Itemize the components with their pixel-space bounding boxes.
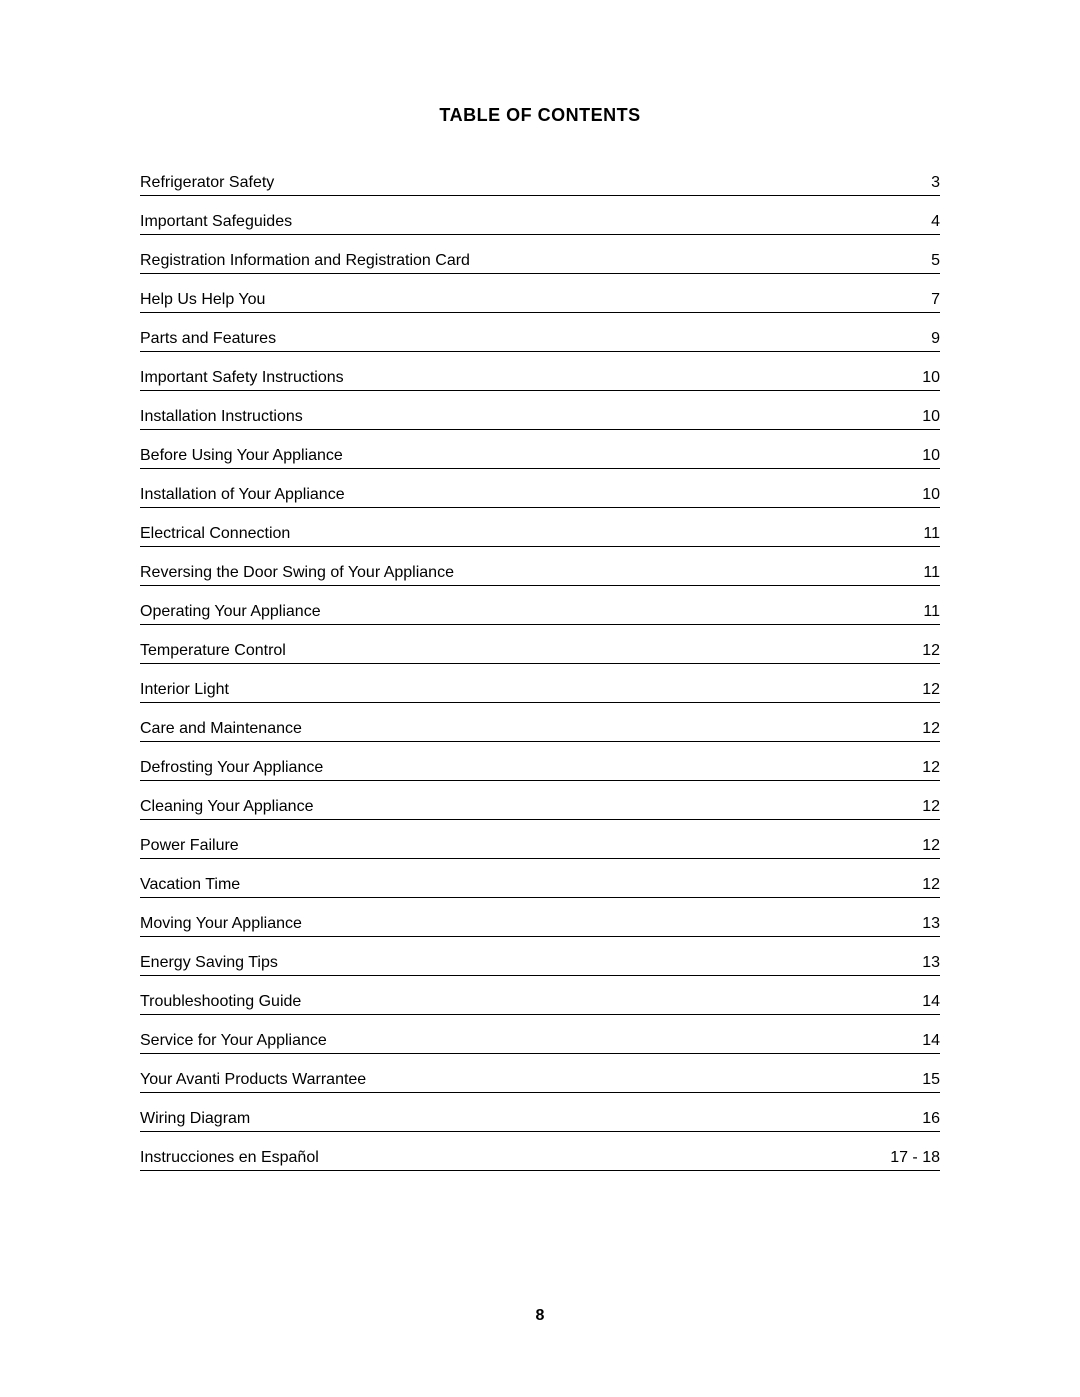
toc-entry-page: 3 [880, 174, 940, 192]
toc-row: Instrucciones en Español17 - 18 [140, 1149, 940, 1171]
toc-row: Refrigerator Safety3 [140, 174, 940, 196]
toc-entry-page: 11 [880, 603, 940, 621]
toc-entry-title: Instrucciones en Español [140, 1149, 870, 1167]
toc-row: Cleaning Your Appliance12 [140, 798, 940, 820]
toc-row: Parts and Features9 [140, 330, 940, 352]
toc-row: Energy Saving Tips13 [140, 954, 940, 976]
toc-entry-title: Care and Maintenance [140, 720, 880, 738]
toc-row: Electrical Connection11 [140, 525, 940, 547]
table-of-contents: Refrigerator Safety3 Important Safeguides… [140, 174, 940, 1171]
page-title: TABLE OF CONTENTS [140, 105, 940, 126]
toc-row: Temperature Control12 [140, 642, 940, 664]
toc-entry-page: 14 [880, 993, 940, 1011]
toc-row: Service for Your Appliance14 [140, 1032, 940, 1054]
toc-entry-page: 12 [880, 759, 940, 777]
toc-entry-title: Help Us Help You [140, 291, 880, 309]
toc-entry-title: Troubleshooting Guide [140, 993, 880, 1011]
toc-entry-title: Refrigerator Safety [140, 174, 880, 192]
toc-entry-page: 12 [880, 720, 940, 738]
toc-entry-page: 10 [880, 486, 940, 504]
toc-entry-page: 14 [880, 1032, 940, 1050]
toc-entry-page: 12 [880, 837, 940, 855]
toc-row: Moving Your Appliance13 [140, 915, 940, 937]
toc-entry-title: Parts and Features [140, 330, 880, 348]
toc-row: Vacation Time12 [140, 876, 940, 898]
toc-entry-title: Vacation Time [140, 876, 880, 894]
toc-entry-title: Registration Information and Registratio… [140, 252, 880, 270]
toc-entry-title: Power Failure [140, 837, 880, 855]
toc-entry-page: 12 [880, 642, 940, 660]
toc-entry-page: 13 [880, 915, 940, 933]
page-number: 8 [0, 1307, 1080, 1325]
toc-entry-title: Defrosting Your Appliance [140, 759, 880, 777]
toc-row: Installation Instructions10 [140, 408, 940, 430]
toc-entry-page: 11 [880, 525, 940, 543]
toc-entry-title: Energy Saving Tips [140, 954, 880, 972]
toc-entry-page: 13 [880, 954, 940, 972]
toc-row: Important Safeguides4 [140, 213, 940, 235]
toc-entry-page: 11 [880, 564, 940, 582]
toc-row: Care and Maintenance12 [140, 720, 940, 742]
toc-entry-title: Your Avanti Products Warrantee [140, 1071, 880, 1089]
toc-row: Before Using Your Appliance10 [140, 447, 940, 469]
toc-entry-page: 7 [880, 291, 940, 309]
toc-entry-title: Installation of Your Appliance [140, 486, 880, 504]
toc-row: Help Us Help You7 [140, 291, 940, 313]
toc-entry-page: 5 [880, 252, 940, 270]
toc-entry-page: 4 [880, 213, 940, 231]
toc-entry-title: Electrical Connection [140, 525, 880, 543]
toc-row: Your Avanti Products Warrantee15 [140, 1071, 940, 1093]
toc-entry-page: 10 [880, 408, 940, 426]
toc-entry-page: 12 [880, 798, 940, 816]
toc-row: Interior Light12 [140, 681, 940, 703]
toc-entry-title: Moving Your Appliance [140, 915, 880, 933]
toc-row: Troubleshooting Guide14 [140, 993, 940, 1015]
toc-entry-title: Temperature Control [140, 642, 880, 660]
toc-entry-title: Reversing the Door Swing of Your Applian… [140, 564, 880, 582]
toc-entry-title: Interior Light [140, 681, 880, 699]
toc-entry-title: Service for Your Appliance [140, 1032, 880, 1050]
toc-row: Operating Your Appliance11 [140, 603, 940, 625]
toc-row: Registration Information and Registratio… [140, 252, 940, 274]
toc-entry-page: 17 - 18 [870, 1149, 940, 1167]
toc-entry-page: 10 [880, 369, 940, 387]
toc-entry-page: 15 [880, 1071, 940, 1089]
toc-entry-page: 12 [880, 681, 940, 699]
toc-entry-title: Important Safeguides [140, 213, 880, 231]
toc-entry-page: 12 [880, 876, 940, 894]
document-page: TABLE OF CONTENTS Refrigerator Safety3 Im… [0, 0, 1080, 1171]
toc-row: Installation of Your Appliance10 [140, 486, 940, 508]
toc-row: Defrosting Your Appliance12 [140, 759, 940, 781]
toc-entry-title: Important Safety Instructions [140, 369, 880, 387]
toc-row: Power Failure12 [140, 837, 940, 859]
toc-entry-title: Installation Instructions [140, 408, 880, 426]
toc-entry-title: Cleaning Your Appliance [140, 798, 880, 816]
toc-row: Important Safety Instructions10 [140, 369, 940, 391]
toc-entry-page: 10 [880, 447, 940, 465]
toc-entry-title: Wiring Diagram [140, 1110, 880, 1128]
toc-entry-title: Operating Your Appliance [140, 603, 880, 621]
toc-row: Reversing the Door Swing of Your Applian… [140, 564, 940, 586]
toc-entry-page: 9 [880, 330, 940, 348]
toc-row: Wiring Diagram16 [140, 1110, 940, 1132]
toc-entry-page: 16 [880, 1110, 940, 1128]
toc-entry-title: Before Using Your Appliance [140, 447, 880, 465]
